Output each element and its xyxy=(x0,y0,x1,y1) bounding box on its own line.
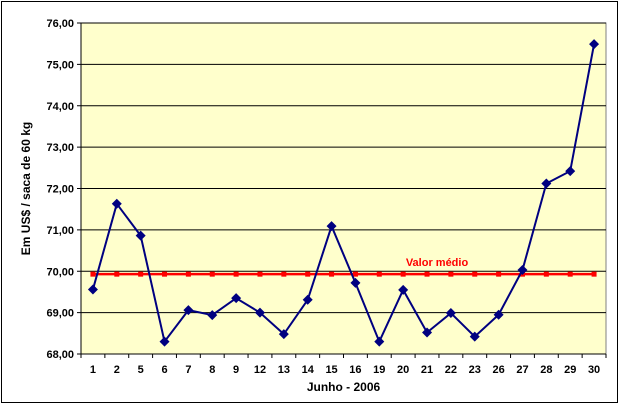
average-marker xyxy=(281,271,287,277)
price-marker xyxy=(565,166,576,177)
x-tick-label: 14 xyxy=(302,364,315,376)
average-marker xyxy=(90,271,96,277)
x-tick-label: 8 xyxy=(209,364,215,376)
price-marker xyxy=(87,284,98,295)
x-tick-label: 5 xyxy=(138,364,144,376)
x-axis-title: Junho - 2006 xyxy=(307,380,381,394)
x-tick-label: 15 xyxy=(325,364,337,376)
price-marker xyxy=(135,230,146,241)
x-tick-label: 27 xyxy=(516,364,528,376)
x-tick-label: 26 xyxy=(492,364,504,376)
average-marker xyxy=(209,271,215,277)
x-tick-label: 1 xyxy=(90,364,96,376)
average-marker xyxy=(424,271,430,277)
y-tick-label: 68,00 xyxy=(46,349,74,361)
price-marker xyxy=(517,265,528,276)
price-marker xyxy=(302,294,313,305)
price-marker xyxy=(398,284,409,295)
y-tick-label: 75,00 xyxy=(46,59,74,71)
average-marker xyxy=(472,271,478,277)
price-marker xyxy=(326,221,337,232)
price-marker xyxy=(541,178,552,189)
x-tick-label: 30 xyxy=(588,364,600,376)
x-axis-ticks: 1 2 5 6 7 8 9 12 13 14 15 16 19 20 21 22 23 26 27 28 29 30 xyxy=(80,354,607,376)
average-marker xyxy=(329,271,335,277)
average-marker xyxy=(114,271,120,277)
series-group xyxy=(87,39,600,347)
x-tick-label: 20 xyxy=(397,364,409,376)
price-marker xyxy=(278,329,289,340)
average-marker xyxy=(257,271,263,277)
price-line xyxy=(91,43,596,345)
x-tick-label: 22 xyxy=(445,364,457,376)
y-tick-label: 71,00 xyxy=(46,225,74,237)
price-marker xyxy=(445,308,456,319)
y-tick-label: 70,00 xyxy=(46,266,74,278)
x-tick-label: 12 xyxy=(254,364,266,376)
x-tick-label: 19 xyxy=(373,364,385,376)
average-marker xyxy=(233,271,239,277)
price-marker xyxy=(231,293,242,304)
x-tick-label: 21 xyxy=(421,364,433,376)
average-marker xyxy=(543,271,549,277)
average-marker xyxy=(591,271,597,277)
x-tick-label: 9 xyxy=(233,364,239,376)
average-marker xyxy=(305,271,311,277)
y-tick-label: 76,00 xyxy=(46,18,74,30)
average-marker xyxy=(567,271,573,277)
x-tick-label: 28 xyxy=(540,364,552,376)
average-marker xyxy=(400,271,406,277)
price-marker xyxy=(159,336,170,347)
average-marker xyxy=(162,271,168,277)
y-tick-label: 74,00 xyxy=(46,101,74,113)
price-marker xyxy=(422,327,433,338)
average-marker xyxy=(376,271,382,277)
average-marker xyxy=(496,271,502,277)
average-marker xyxy=(448,271,454,277)
average-marker xyxy=(185,271,191,277)
average-marker xyxy=(138,271,144,277)
price-marker xyxy=(111,198,122,209)
average-marker xyxy=(352,271,358,277)
price-marker xyxy=(589,39,600,50)
y-tick-label: 69,00 xyxy=(46,308,74,320)
x-tick-label: 13 xyxy=(278,364,290,376)
price-marker xyxy=(183,305,194,316)
x-tick-label: 7 xyxy=(185,364,191,376)
y-axis-title: Em US$ / saca de 60 kg xyxy=(19,122,33,255)
x-tick-label: 23 xyxy=(469,364,481,376)
price-marker xyxy=(469,331,480,342)
average-annotation: Valor médio xyxy=(406,257,469,269)
y-tick-label: 72,00 xyxy=(46,184,74,196)
price-marker xyxy=(374,336,385,347)
x-tick-label: 29 xyxy=(564,364,576,376)
x-tick-label: 16 xyxy=(349,364,361,376)
x-tick-label: 2 xyxy=(114,364,120,376)
y-tick-label: 73,00 xyxy=(46,142,74,154)
price-marker xyxy=(493,309,504,320)
x-tick-label: 6 xyxy=(161,364,167,376)
price-marker xyxy=(350,277,361,288)
price-marker xyxy=(207,310,218,321)
